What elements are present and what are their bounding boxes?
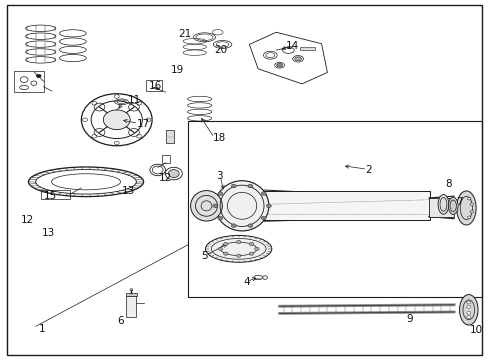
Circle shape [266,204,271,208]
Ellipse shape [168,170,179,177]
Text: 8: 8 [444,179,451,189]
Text: 19: 19 [170,64,183,75]
Ellipse shape [249,242,253,246]
Ellipse shape [466,301,470,304]
Ellipse shape [218,247,222,251]
Ellipse shape [467,197,470,200]
Ellipse shape [223,252,227,255]
Ellipse shape [469,210,472,213]
Bar [126,296,136,317]
Text: 20: 20 [214,45,227,55]
Ellipse shape [447,197,457,215]
Bar [161,155,170,163]
Ellipse shape [466,311,470,314]
Text: 4: 4 [243,277,250,287]
Ellipse shape [456,191,475,225]
Circle shape [36,74,41,78]
Bar [428,198,453,217]
Circle shape [231,224,236,228]
Ellipse shape [236,254,241,257]
Ellipse shape [254,247,259,251]
Bar [188,121,482,297]
Bar [125,293,137,296]
Text: 9: 9 [405,314,412,324]
Text: 6: 6 [117,316,123,325]
Bar [300,46,314,50]
Text: 17: 17 [136,120,149,129]
Bar [263,191,429,220]
Text: 14: 14 [285,41,298,50]
Text: 13: 13 [42,228,55,238]
Bar [165,130,174,143]
Circle shape [218,192,223,195]
Bar [14,71,43,92]
Ellipse shape [249,252,253,255]
Text: 15: 15 [44,191,57,201]
Text: 3: 3 [215,171,222,181]
Ellipse shape [437,194,448,214]
Ellipse shape [103,110,130,130]
Ellipse shape [294,57,301,61]
Ellipse shape [236,240,241,244]
Ellipse shape [469,203,472,206]
Text: 7: 7 [455,197,462,207]
Text: 11: 11 [128,95,141,105]
Text: 12: 12 [21,215,34,225]
Circle shape [247,224,252,228]
Ellipse shape [205,235,271,262]
Bar [146,80,161,91]
Ellipse shape [276,63,282,67]
Circle shape [218,216,223,220]
Circle shape [261,192,265,195]
Ellipse shape [466,305,470,308]
Text: 12: 12 [159,173,172,183]
Circle shape [212,204,217,208]
Text: 1: 1 [39,324,45,334]
Circle shape [231,184,236,188]
Ellipse shape [190,190,222,221]
Circle shape [261,216,265,220]
Text: 10: 10 [468,325,482,335]
Text: 13: 13 [122,186,135,197]
Ellipse shape [223,242,227,246]
Text: 16: 16 [149,81,162,91]
Ellipse shape [466,316,470,319]
Text: 21: 21 [178,29,191,39]
Ellipse shape [467,216,470,219]
Text: 18: 18 [212,133,225,143]
Ellipse shape [459,294,477,325]
Text: 2: 2 [365,165,371,175]
Circle shape [247,184,252,188]
Ellipse shape [215,181,268,231]
Text: 5: 5 [201,251,207,261]
